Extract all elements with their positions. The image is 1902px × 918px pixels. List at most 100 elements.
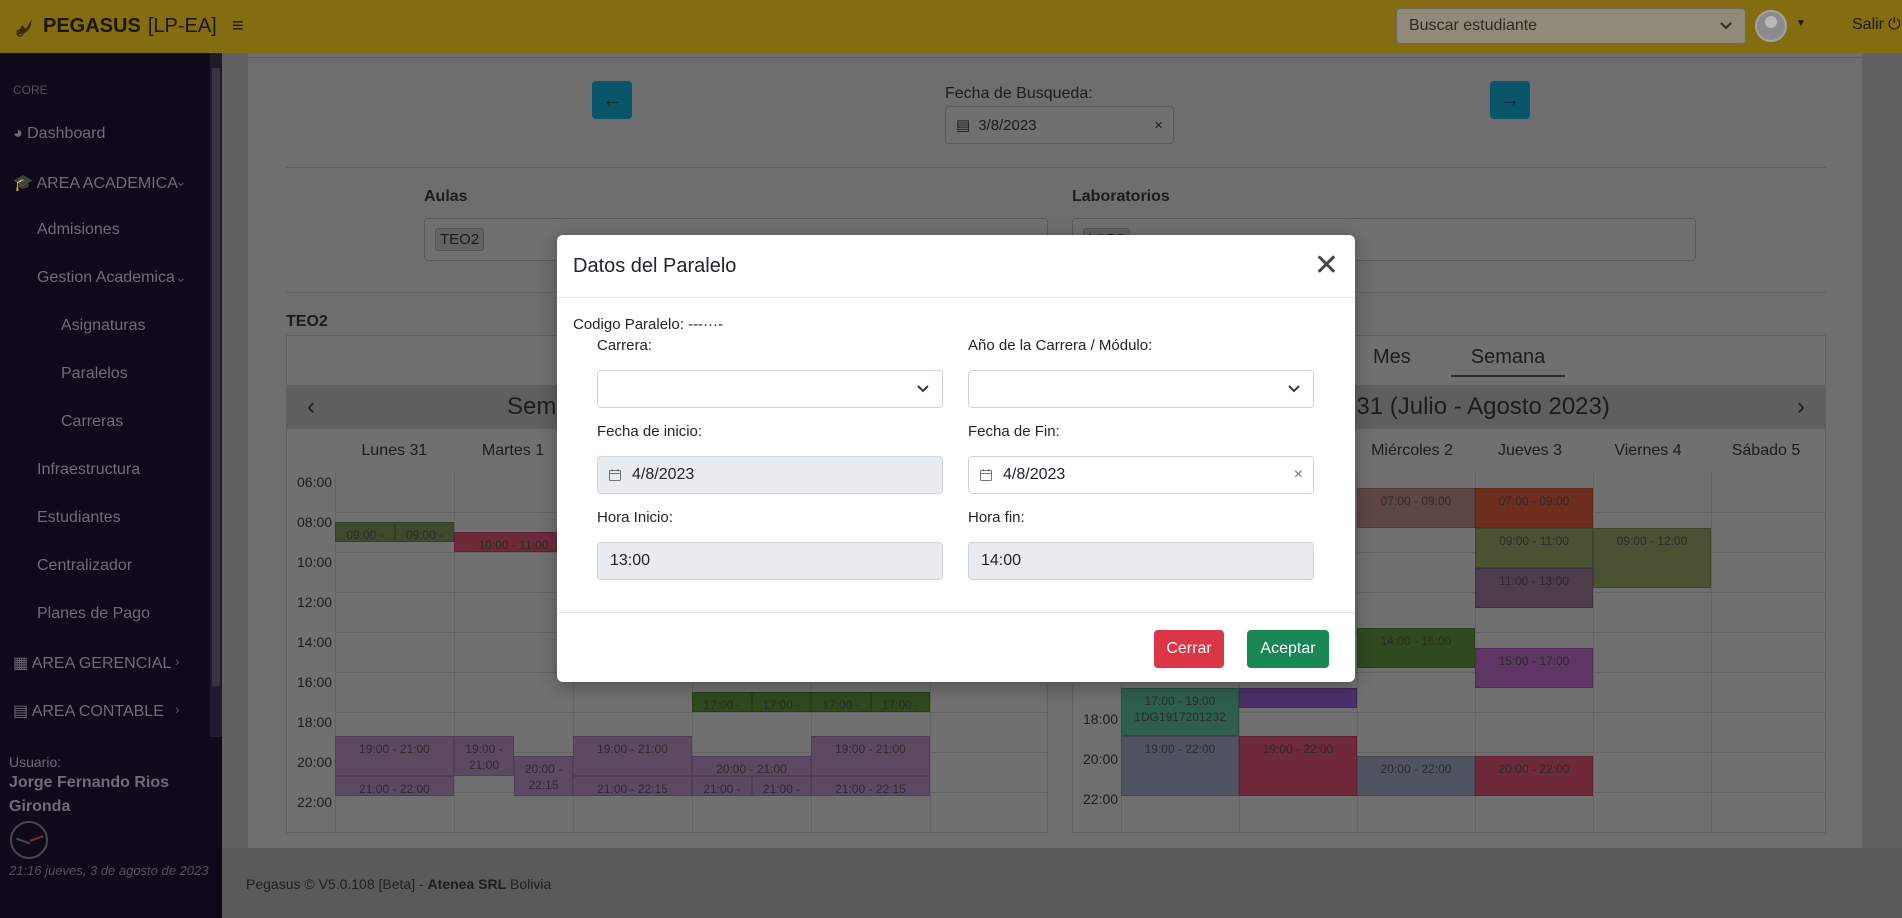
chevron-left-icon[interactable]: ‹ xyxy=(307,393,315,420)
event[interactable]: 19:00 - 21:00 xyxy=(811,736,930,776)
caret-down-icon[interactable]: ▼ xyxy=(1796,18,1806,29)
hora-inicio-input[interactable]: 13:00 xyxy=(597,542,943,580)
anio-carrera-label: Año de la Carrera / Módulo: xyxy=(968,337,1153,354)
calendar-title: TEO2 xyxy=(286,313,328,330)
brand[interactable]: PEGASUS [LP-EA] xyxy=(0,15,222,38)
calendar-header-text: na 31 (Julio - Agosto 2023) xyxy=(1323,393,1610,420)
cerrar-button[interactable]: Cerrar xyxy=(1154,630,1224,668)
sidebar-item-area-contable[interactable]: ▤ AREA CONTABLE xyxy=(13,701,164,721)
event[interactable]: 09:00 - 12:00 xyxy=(1593,528,1711,588)
event[interactable] xyxy=(1239,688,1357,708)
fecha-inicio-input[interactable]: 4/8/2023 xyxy=(597,456,943,494)
next-date-button[interactable]: → xyxy=(1490,81,1530,119)
time-column: 18:00 20:00 22:00 xyxy=(1073,711,1121,831)
pegasus-logo-icon xyxy=(16,18,32,37)
search-student-select[interactable]: Buscar estudiante xyxy=(1396,8,1746,44)
event[interactable]: 19:00 - 21:00 xyxy=(454,736,514,776)
event[interactable]: 21:00 - xyxy=(692,776,752,796)
event[interactable]: 20:00 - 21:00 xyxy=(692,756,811,776)
event[interactable]: 19:00 - 22:00 xyxy=(1121,736,1239,796)
event[interactable]: 15:00 - 17:00 xyxy=(1475,648,1593,688)
time-label: 14:00 xyxy=(297,634,333,650)
aula-chip[interactable]: TEO2 xyxy=(435,228,485,251)
hora-fin-input[interactable]: 14:00 xyxy=(968,542,1314,580)
event[interactable]: 09:00 - xyxy=(395,522,454,542)
codigo-paralelo-label: Codigo Paralelo: --- xyxy=(573,316,704,333)
sidebar-item-area-academica[interactable]: 🎓 AREA ACADEMICA xyxy=(13,173,178,193)
event[interactable]: 07:00 - 09:00 xyxy=(1475,488,1593,528)
time-label: 18:00 xyxy=(1083,711,1119,727)
hamburger-icon[interactable]: ≡ xyxy=(232,15,244,37)
event[interactable]: 11:00 - 13:00 xyxy=(1475,568,1593,608)
modal-body: Codigo Paralelo: ---···- Carrera: Año de… xyxy=(557,298,1355,616)
time-label: 22:00 xyxy=(297,794,333,810)
event[interactable]: 17:00 - xyxy=(752,692,811,712)
event[interactable]: 21:00 - 22:00 xyxy=(335,776,454,796)
clear-icon[interactable]: × xyxy=(1293,466,1303,483)
sidebar-scrollbar[interactable] xyxy=(210,53,222,737)
sidebar-item-estudiantes[interactable]: Estudiantes xyxy=(37,509,121,526)
event[interactable]: 17:00 - xyxy=(692,692,752,712)
event[interactable]: 21:00 - 22:15 xyxy=(573,776,692,796)
user-avatar[interactable] xyxy=(1755,10,1787,42)
schedule-card: ← → Fecha de Busqueda: ▤ 3/8/2023 × Aula… xyxy=(248,53,1862,848)
event[interactable]: 21:00 - 22:15 xyxy=(811,776,930,796)
fecha-fin-input[interactable]: 4/8/2023 × xyxy=(968,456,1314,494)
day-header: Martes 1 xyxy=(481,442,545,459)
scrollbar-thumb[interactable] xyxy=(212,68,220,686)
tab-semana[interactable]: Semana xyxy=(1450,346,1566,377)
day-header: Viernes 4 xyxy=(1614,442,1682,459)
chevron-right-icon: › xyxy=(175,701,180,717)
calendar-days-row: Lunes 31 Martes 1 xyxy=(335,442,1047,460)
sidebar-item-asignaturas[interactable]: Asignaturas xyxy=(61,317,146,334)
fecha-busqueda-input[interactable]: ▤ 3/8/2023 × xyxy=(945,106,1174,144)
chevron-right-icon[interactable]: › xyxy=(1797,393,1805,420)
carrera-select[interactable] xyxy=(597,370,943,408)
prev-date-button[interactable]: ← xyxy=(592,81,632,119)
event-code: 1DG1917201232 xyxy=(1134,710,1226,724)
event[interactable]: 17:00 - xyxy=(871,692,930,712)
fecha-busqueda-value: 3/8/2023 xyxy=(978,116,1037,134)
sidebar-item-planes-pago[interactable]: Planes de Pago xyxy=(37,605,150,622)
day-header: Lunes 31 xyxy=(361,442,428,459)
codigo-paralelo-value: ···- xyxy=(703,316,724,333)
day-header: Miércoles 2 xyxy=(1371,442,1453,459)
event[interactable]: 09:00 - xyxy=(335,522,395,542)
sidebar-item-admisiones[interactable]: Admisiones xyxy=(37,221,120,238)
sidebar-item-area-gerencial[interactable]: ▦ AREA GERENCIAL xyxy=(13,653,171,673)
sidebar-item-paralelos[interactable]: Paralelos xyxy=(61,365,128,382)
sidebar-item-gestion-academica[interactable]: Gestion Academica xyxy=(37,269,175,286)
event[interactable]: 17:00 - 19:00 1DG1917201232 xyxy=(1121,688,1239,736)
event[interactable]: 19:00 - 22:00 xyxy=(1239,736,1357,796)
sidebar-item-centralizador[interactable]: Centralizador xyxy=(37,557,133,574)
event[interactable]: 19:00 - 21:00 xyxy=(573,736,692,776)
sidebar-item-infraestructura[interactable]: Infraestructura xyxy=(37,461,141,478)
event[interactable]: 14:00 - 16:00 xyxy=(1357,628,1475,668)
event[interactable]: 20:00 - 22:00 xyxy=(1357,756,1475,796)
chevron-down-icon xyxy=(917,385,929,393)
clear-icon[interactable]: × xyxy=(1154,116,1163,134)
calendar-icon xyxy=(980,469,992,481)
event[interactable]: 10:00 - 11:00 xyxy=(454,532,573,552)
brand-subtitle: [LP-EA] xyxy=(147,15,217,37)
user-name: Jorge Fernando Rios Gironda xyxy=(9,774,170,815)
sidebar-item-carreras[interactable]: Carreras xyxy=(61,413,124,430)
aceptar-button[interactable]: Aceptar xyxy=(1247,630,1329,668)
event[interactable]: 21:00 - xyxy=(752,776,811,796)
footer-company[interactable]: Atenea SRL xyxy=(427,876,507,892)
event[interactable]: 17:00 - xyxy=(811,692,871,712)
event[interactable]: 09:00 - 11:00 xyxy=(1475,528,1593,568)
sidebar-item-dashboard[interactable]: ◕ Dashboard xyxy=(13,125,105,143)
logout-button[interactable]: Salir ⏻ xyxy=(1852,16,1901,34)
event[interactable]: 07:00 - 09:00 xyxy=(1357,488,1475,528)
event[interactable]: 20:00 - 22:15 xyxy=(514,756,573,796)
event[interactable]: 20:00 - 22:00 xyxy=(1475,756,1593,796)
calendar-icon: ▤ xyxy=(956,117,971,134)
footer: Pegasus © V5.0.108 [Beta] - Atenea SRL B… xyxy=(222,848,1902,918)
building-icon: ▦ xyxy=(13,655,29,672)
tab-mes[interactable]: Mes xyxy=(1373,346,1411,368)
close-icon[interactable]: ✕ xyxy=(1313,249,1339,282)
footer-country: Bolivia xyxy=(506,876,552,892)
event[interactable]: 19:00 - 21:00 xyxy=(335,736,454,776)
anio-carrera-select[interactable] xyxy=(968,370,1314,408)
